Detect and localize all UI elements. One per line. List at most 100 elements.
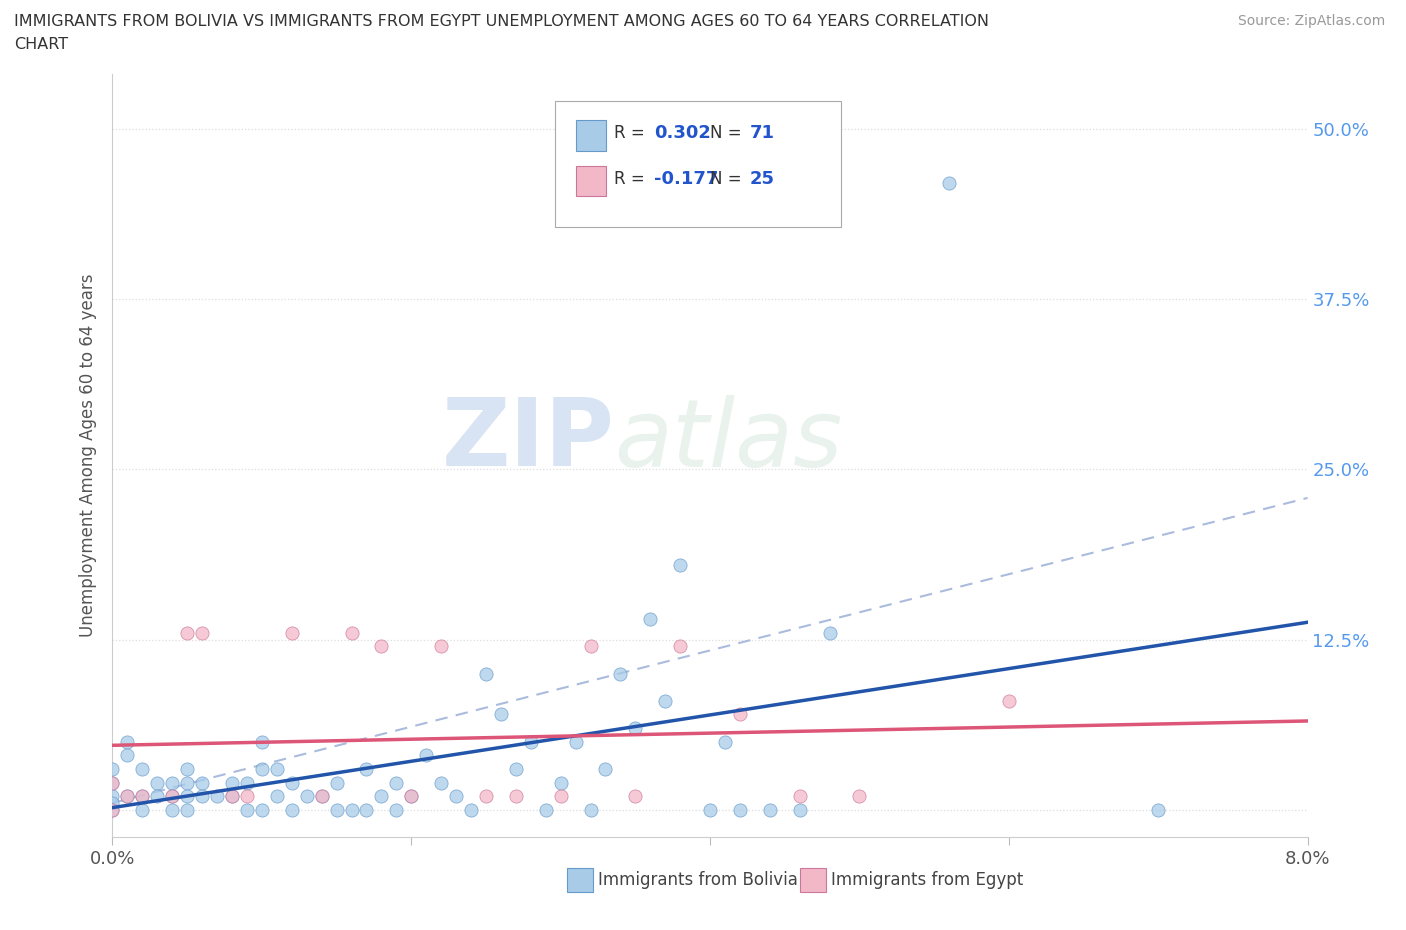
Point [489, 707, 512, 722]
Point [295, 789, 318, 804]
Point [325, 775, 347, 790]
Point [117, 735, 139, 750]
Point [205, 789, 228, 804]
Point [640, 612, 662, 627]
Point [1147, 803, 1170, 817]
Point [250, 803, 273, 817]
Text: 0.302: 0.302 [654, 124, 711, 142]
Text: Immigrants from Egypt: Immigrants from Egypt [831, 870, 1024, 889]
Point [401, 789, 423, 804]
Point [176, 762, 198, 777]
Point [236, 789, 259, 804]
Point [266, 789, 288, 804]
Text: R =: R = [614, 170, 651, 188]
Point [176, 775, 198, 790]
Point [520, 735, 543, 750]
Text: N =: N = [710, 170, 747, 188]
Point [101, 789, 124, 804]
Point [550, 789, 572, 804]
Point [101, 795, 124, 810]
Point [162, 775, 183, 790]
Point [370, 639, 392, 654]
Text: 71: 71 [749, 124, 775, 142]
Point [759, 803, 782, 817]
Point [221, 789, 243, 804]
Point [101, 762, 124, 777]
Point [669, 639, 692, 654]
Point [101, 803, 124, 817]
Text: CHART: CHART [14, 37, 67, 52]
Point [101, 775, 124, 790]
Point [505, 762, 527, 777]
Text: -0.177: -0.177 [654, 170, 718, 188]
Point [579, 639, 602, 654]
Point [385, 775, 408, 790]
Text: atlas: atlas [614, 395, 842, 486]
FancyBboxPatch shape [554, 101, 842, 227]
Point [550, 775, 572, 790]
Point [146, 789, 169, 804]
Point [117, 789, 139, 804]
Point [176, 789, 198, 804]
Point [162, 789, 183, 804]
Point [340, 625, 363, 640]
Point [250, 762, 273, 777]
Point [370, 789, 392, 804]
Point [818, 625, 841, 640]
Point [475, 666, 498, 681]
Point [595, 762, 617, 777]
Point [162, 789, 183, 804]
Point [281, 625, 304, 640]
Point [444, 789, 467, 804]
Point [221, 775, 243, 790]
Point [699, 803, 721, 817]
Point [131, 803, 153, 817]
Point [564, 735, 586, 750]
Point [624, 789, 647, 804]
Point [401, 789, 423, 804]
Text: Immigrants from Bolivia: Immigrants from Bolivia [598, 870, 797, 889]
Point [848, 789, 870, 804]
Point [356, 762, 378, 777]
Point [356, 803, 378, 817]
Point [385, 803, 408, 817]
Bar [576, 120, 606, 151]
Point [475, 789, 498, 804]
Point [340, 803, 363, 817]
Point [311, 789, 333, 804]
Bar [800, 868, 825, 892]
Text: Source: ZipAtlas.com: Source: ZipAtlas.com [1237, 14, 1385, 28]
Text: R =: R = [614, 124, 651, 142]
Point [669, 557, 692, 572]
Point [131, 789, 153, 804]
Point [654, 694, 676, 709]
Point [998, 694, 1021, 709]
Text: 25: 25 [749, 170, 775, 188]
Point [131, 762, 153, 777]
Point [714, 735, 737, 750]
Text: ZIP: ZIP [441, 394, 614, 486]
Bar [576, 166, 606, 196]
Point [430, 775, 453, 790]
Point [117, 748, 139, 763]
Point [938, 176, 960, 191]
Y-axis label: Unemployment Among Ages 60 to 64 years: Unemployment Among Ages 60 to 64 years [79, 274, 97, 637]
Point [415, 748, 437, 763]
Point [579, 803, 602, 817]
Point [325, 803, 347, 817]
Point [131, 789, 153, 804]
Point [176, 803, 198, 817]
Point [101, 775, 124, 790]
Point [728, 707, 751, 722]
Point [176, 625, 198, 640]
Point [101, 803, 124, 817]
Point [281, 775, 304, 790]
Point [430, 639, 453, 654]
Point [266, 762, 288, 777]
Point [281, 803, 304, 817]
Point [146, 775, 169, 790]
Point [250, 735, 273, 750]
Point [117, 789, 139, 804]
Point [162, 803, 183, 817]
Point [728, 803, 751, 817]
